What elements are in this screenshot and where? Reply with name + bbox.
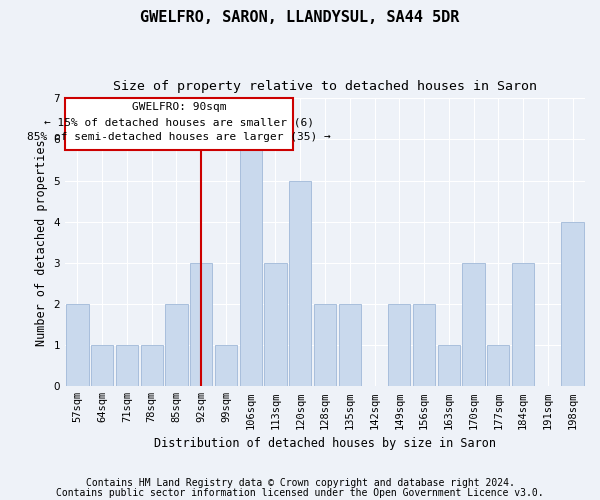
Bar xyxy=(289,180,311,386)
Bar xyxy=(338,304,361,386)
Text: Contains HM Land Registry data © Crown copyright and database right 2024.: Contains HM Land Registry data © Crown c… xyxy=(86,478,514,488)
Bar xyxy=(116,345,138,387)
Title: Size of property relative to detached houses in Saron: Size of property relative to detached ho… xyxy=(113,80,537,93)
Y-axis label: Number of detached properties: Number of detached properties xyxy=(35,139,48,346)
Bar xyxy=(265,263,287,386)
Bar xyxy=(215,345,237,387)
Bar xyxy=(166,304,188,386)
Text: ← 15% of detached houses are smaller (6): ← 15% of detached houses are smaller (6) xyxy=(44,117,314,127)
Text: GWELFRO, SARON, LLANDYSUL, SA44 5DR: GWELFRO, SARON, LLANDYSUL, SA44 5DR xyxy=(140,10,460,25)
FancyBboxPatch shape xyxy=(65,98,293,150)
Bar xyxy=(66,304,89,386)
Bar xyxy=(91,345,113,387)
Bar xyxy=(314,304,336,386)
Bar xyxy=(140,345,163,387)
Bar xyxy=(437,345,460,387)
Text: Contains public sector information licensed under the Open Government Licence v3: Contains public sector information licen… xyxy=(56,488,544,498)
Bar xyxy=(239,140,262,386)
Bar xyxy=(562,222,584,386)
Bar xyxy=(388,304,410,386)
Text: 85% of semi-detached houses are larger (35) →: 85% of semi-detached houses are larger (… xyxy=(27,132,331,142)
Bar xyxy=(463,263,485,386)
Bar xyxy=(413,304,435,386)
Bar xyxy=(190,263,212,386)
Bar xyxy=(512,263,534,386)
Bar xyxy=(487,345,509,387)
Text: GWELFRO: 90sqm: GWELFRO: 90sqm xyxy=(131,102,226,113)
X-axis label: Distribution of detached houses by size in Saron: Distribution of detached houses by size … xyxy=(154,437,496,450)
